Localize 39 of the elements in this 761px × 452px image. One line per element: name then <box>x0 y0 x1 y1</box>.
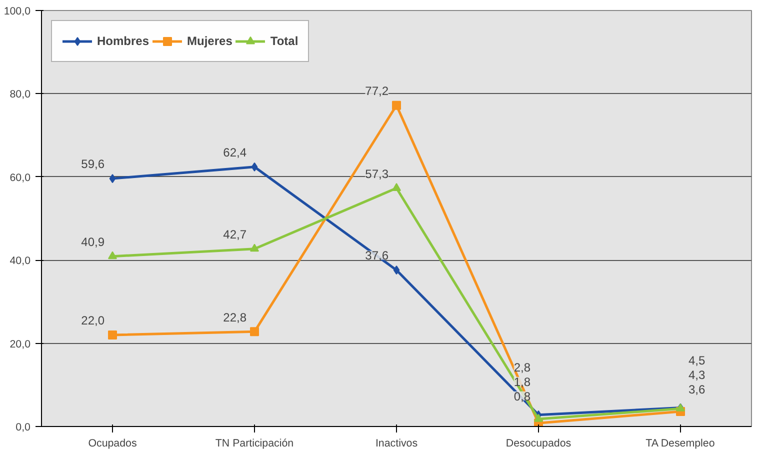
data-label: 0,8 <box>514 389 531 404</box>
point <box>108 330 117 340</box>
data-label: 22,8 <box>223 310 247 324</box>
x-tick-label: TN Participación <box>215 438 294 450</box>
y-tick-label: 100,0 <box>4 6 31 18</box>
x-tick-label: Ocupados <box>88 438 137 450</box>
point <box>109 174 116 184</box>
data-label: 77,2 <box>365 84 389 98</box>
legend-label: Mujeres <box>187 34 232 48</box>
point <box>534 414 543 422</box>
point <box>392 183 401 191</box>
point <box>250 327 259 336</box>
data-label: 37,6 <box>365 248 389 263</box>
x-tick-label: Desocupados <box>506 438 572 450</box>
point <box>251 162 258 172</box>
point <box>108 251 117 260</box>
data-label: 4,3 <box>688 368 706 382</box>
data-label: 2,8 <box>514 360 531 374</box>
data-label: 42,7 <box>223 228 247 242</box>
data-label: 40,9 <box>81 235 105 250</box>
x-tick-label: TA Desempleo <box>646 438 715 450</box>
point <box>392 100 401 110</box>
data-label: 1,8 <box>514 374 531 389</box>
data-label: 62,4 <box>223 146 247 160</box>
point <box>250 244 259 252</box>
data-label: 57,3 <box>365 166 389 181</box>
y-tick-label: 40,0 <box>10 255 31 268</box>
legend-label: Total <box>270 34 298 48</box>
x-tick-label: Inactivos <box>375 438 418 450</box>
y-tick-label: 80,0 <box>10 88 31 101</box>
data-label: 3,6 <box>688 382 706 396</box>
data-label: 59,6 <box>81 157 105 172</box>
y-tick-label: 20,0 <box>10 338 31 350</box>
data-label: 4,5 <box>688 353 706 368</box>
y-tick-label: 60,0 <box>10 172 31 184</box>
legend-label: Hombres <box>97 34 150 48</box>
point <box>393 266 400 275</box>
data-label: 22,0 <box>81 314 105 328</box>
y-tick-label: 0,0 <box>16 422 31 434</box>
